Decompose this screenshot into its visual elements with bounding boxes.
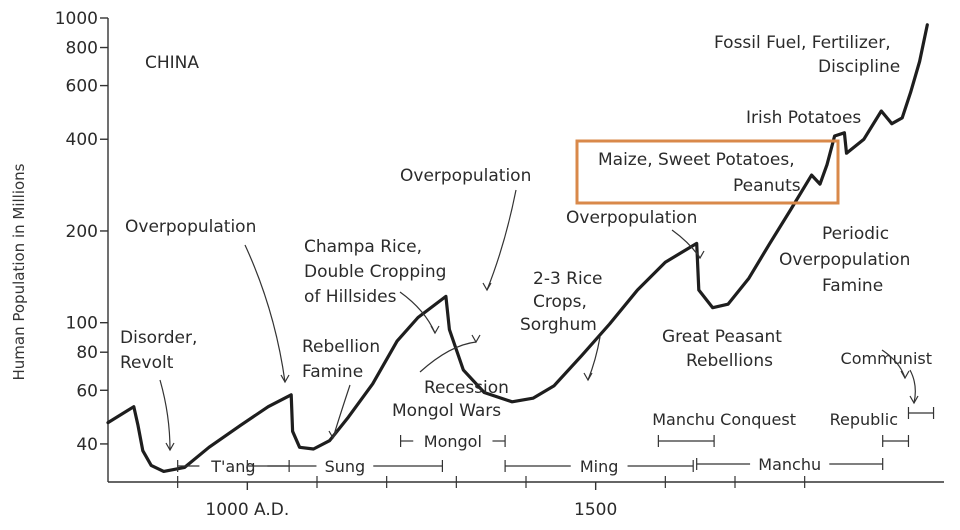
arrow-head (280, 374, 290, 384)
x-tick-label: 1500 (574, 500, 617, 520)
annotation-label: Periodic (822, 224, 889, 244)
annotation-label: Peanuts (733, 176, 801, 196)
annotation-label: Great Peasant (662, 327, 782, 347)
highlight-box (575, 139, 840, 205)
annotation-label: of Hillsides (304, 287, 397, 307)
annotation-label: Rebellions (686, 351, 773, 371)
pointer-arrow (486, 189, 517, 291)
annotation-layer: Disorder, Revolt Overpopulation Rebellion Fa… (120, 33, 919, 452)
series-layer (106, 23, 929, 473)
y-tick-label: 200 (66, 222, 98, 242)
period-label: Republic (830, 410, 898, 429)
annotation-label: Irish Potatoes (746, 108, 861, 128)
annotation-label: Revolt (120, 353, 174, 373)
annotation-label: Overpopulation (779, 250, 910, 270)
period-bars: T'ang Sung Mongol Ming Manchu Manchu Conquest… (177, 349, 935, 476)
pointer-arrow (332, 384, 351, 439)
annotation-label: Famine (822, 276, 883, 296)
chart-title: CHINA (145, 53, 199, 73)
pointer-arrow (909, 369, 916, 404)
annotation-label: Maize, Sweet Potatoes, (598, 150, 795, 170)
y-tick-label: 1000 (55, 9, 98, 29)
period-label: Communist (841, 349, 932, 368)
annotation-label: Fossil Fuel, Fertilizer, (714, 33, 891, 53)
arrow-head (482, 282, 492, 292)
y-tick-label: 800 (66, 39, 98, 59)
arrow-head (430, 325, 440, 335)
annotation-label: Double Cropping (304, 262, 446, 282)
arrow-head (695, 250, 705, 260)
y-tick-label: 400 (66, 130, 98, 150)
period-label: T'ang (210, 457, 255, 476)
arrow-head (328, 430, 338, 440)
period-label: Ming (580, 457, 619, 476)
annotation-label: Mongol Wars (392, 401, 501, 421)
y-axis-label: Human Population in Millions (10, 163, 28, 380)
annotation-label: Crops, (533, 292, 587, 312)
annotation-label: Disorder, (120, 328, 197, 348)
pointer-arrow (244, 244, 286, 383)
period-label: Mongol (424, 432, 482, 451)
x-tick-label: 1000 A.D. (205, 500, 289, 520)
annotation-label: 2-3 Rice (533, 269, 603, 289)
y-tick-label: 40 (76, 435, 98, 455)
annotation-label: Famine (302, 362, 363, 382)
population-line (106, 23, 929, 473)
pointer-arrow (159, 379, 171, 451)
annotation-label: Champa Rice, (304, 237, 422, 257)
annotation-label: Overpopulation (566, 208, 697, 228)
y-tick-label: 100 (66, 314, 98, 334)
y-tick-label: 80 (76, 343, 98, 363)
period-label: Manchu (758, 455, 821, 474)
axes: 40 60 80 100 200 400 600 800 1000 1000 A.D. 1500 (55, 9, 944, 520)
annotation-label: Overpopulation (400, 166, 531, 186)
pointer-arrow (419, 341, 477, 373)
arrow-head (909, 395, 919, 405)
y-tick-label: 60 (76, 381, 98, 401)
arrow-head (583, 372, 593, 382)
arrow-head (165, 442, 175, 452)
y-tick-label: 600 (66, 77, 98, 97)
annotation-label: Rebellion (302, 337, 380, 357)
annotation-label: Recession (424, 378, 509, 398)
period-label: Sung (325, 457, 366, 476)
arrow-head (471, 334, 481, 344)
annotation-label: Overpopulation (125, 217, 256, 237)
annotation-label: Discipline (818, 57, 900, 77)
arrow-head (900, 370, 910, 380)
pointer-arrow (399, 291, 436, 334)
period-label: Manchu Conquest (652, 410, 796, 429)
annotation-label: Sorghum (520, 315, 597, 335)
